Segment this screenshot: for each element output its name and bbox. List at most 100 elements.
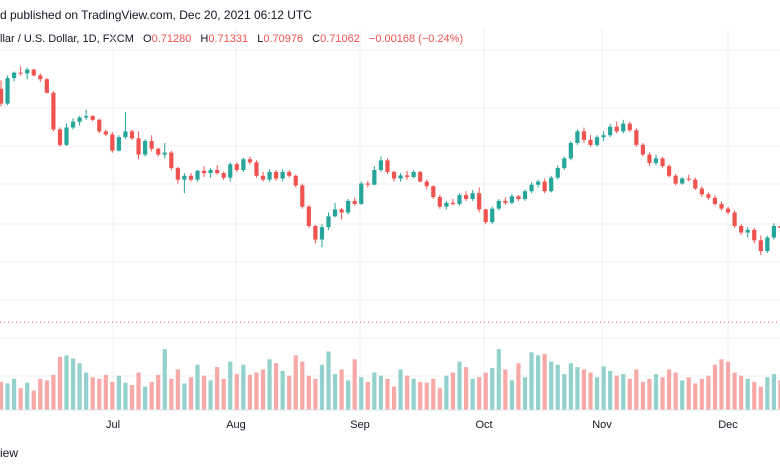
candle xyxy=(57,127,63,147)
volume-bar xyxy=(647,378,652,410)
candle-body xyxy=(267,171,272,180)
volume-bar xyxy=(536,355,541,410)
volume-bar xyxy=(228,361,233,410)
candle xyxy=(260,171,266,182)
volume-bar xyxy=(84,372,89,410)
candle-body xyxy=(195,170,200,180)
candle xyxy=(280,169,285,182)
candle xyxy=(483,208,488,225)
candle xyxy=(608,123,613,138)
volume-bar xyxy=(319,364,325,410)
candle xyxy=(634,128,639,147)
candle xyxy=(391,170,397,182)
candle-body xyxy=(221,173,226,178)
candle-body xyxy=(319,227,325,240)
candle-body xyxy=(332,209,338,217)
volume-bar xyxy=(477,377,482,410)
candle xyxy=(424,179,429,190)
volume-bar xyxy=(398,369,403,410)
candle-body xyxy=(293,175,298,186)
volume-bar xyxy=(418,381,423,410)
candle xyxy=(339,207,344,220)
candle xyxy=(346,198,351,215)
candle-body xyxy=(693,179,698,189)
candle xyxy=(208,168,213,178)
candle xyxy=(188,173,194,182)
volume-bar xyxy=(156,374,161,410)
volume-bar xyxy=(175,369,180,410)
volume-bar xyxy=(627,378,632,410)
candle-body xyxy=(378,160,383,170)
low-label: L xyxy=(257,33,264,45)
candle-body xyxy=(103,131,108,135)
candle-body xyxy=(136,138,141,155)
candlesticks xyxy=(0,66,780,255)
candle xyxy=(313,224,318,244)
price-chart[interactable]: Jul Aug Sep Oct Nov Dec xyxy=(0,28,780,446)
volume-bar xyxy=(38,378,43,410)
candle xyxy=(293,174,298,188)
volume-bar xyxy=(555,364,560,410)
volume-bar xyxy=(0,381,4,410)
candle-body xyxy=(667,166,672,176)
candle xyxy=(503,197,508,205)
candle-body xyxy=(588,139,593,145)
volume-bar xyxy=(699,378,704,410)
candle xyxy=(149,135,154,152)
time-axis: Jul Aug Sep Oct Nov Dec xyxy=(0,409,780,431)
candle-body xyxy=(463,195,469,199)
candle-body xyxy=(640,144,645,155)
volume-bar xyxy=(215,367,220,410)
candle xyxy=(195,170,200,182)
candle-body xyxy=(51,92,56,130)
candle xyxy=(162,142,167,159)
candle xyxy=(44,78,49,94)
candle-body xyxy=(470,193,475,199)
volume-bar xyxy=(712,364,718,410)
candle-body xyxy=(372,170,377,185)
candle xyxy=(182,173,187,194)
change-value: −0.00168 (−0.24%) xyxy=(368,33,464,45)
candle xyxy=(693,177,698,191)
candle xyxy=(234,162,239,172)
volume-bar xyxy=(129,385,135,410)
high-value: 0.71331 xyxy=(208,33,249,45)
volume-bar xyxy=(201,375,207,410)
volume-bar xyxy=(97,378,102,410)
volume-bar xyxy=(169,378,174,410)
candle xyxy=(778,222,780,232)
candle xyxy=(18,66,23,76)
candle xyxy=(129,129,135,140)
candle xyxy=(614,121,619,134)
candle xyxy=(31,68,36,77)
candle xyxy=(143,139,148,157)
candle xyxy=(516,195,521,201)
candle xyxy=(418,170,423,183)
volume-bar xyxy=(352,359,357,410)
volume-bar xyxy=(424,382,429,410)
volume-bar xyxy=(260,369,266,410)
candle-body xyxy=(110,134,115,151)
candle-body xyxy=(5,78,10,104)
volume-bar xyxy=(752,381,757,410)
candle xyxy=(457,193,462,206)
candle xyxy=(372,166,377,186)
volume-bar xyxy=(143,386,148,410)
candle-body xyxy=(175,168,180,180)
volume-bar xyxy=(765,377,770,410)
volume-bar xyxy=(391,386,397,410)
candle xyxy=(699,186,704,198)
candle xyxy=(771,223,776,240)
candle xyxy=(450,198,456,206)
volume-bar xyxy=(431,378,436,410)
candle-body xyxy=(457,195,462,204)
candle xyxy=(509,193,514,204)
candle xyxy=(653,154,659,166)
volume-bar xyxy=(614,375,619,410)
volume-bar xyxy=(31,390,36,410)
volume-bar xyxy=(18,388,23,410)
candle-body xyxy=(431,186,436,198)
candle-body xyxy=(496,200,501,209)
candle-body xyxy=(300,185,305,207)
candle-body xyxy=(418,171,423,182)
